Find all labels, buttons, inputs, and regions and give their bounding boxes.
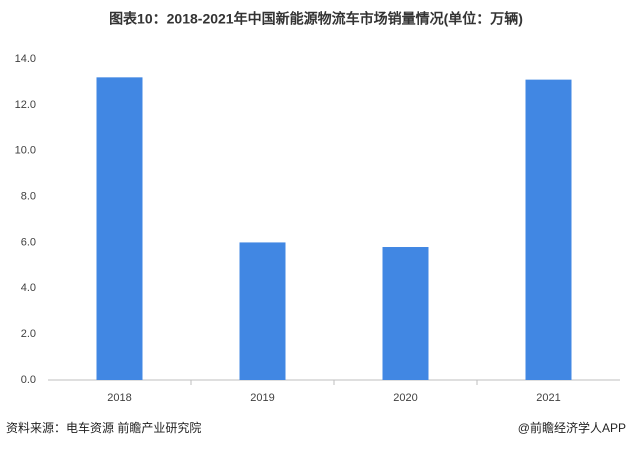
y-tick-label: 10.0 xyxy=(15,145,36,157)
x-tick-label: 2019 xyxy=(250,392,274,404)
y-tick-label: 12.0 xyxy=(15,99,36,111)
credit: @前瞻经济学人APP xyxy=(518,420,626,435)
x-tick-label: 2021 xyxy=(536,392,560,404)
y-tick-label: 2.0 xyxy=(21,328,36,340)
chart-title: 图表10：2018-2021年中国新能源物流车市场销量情况(单位：万辆) xyxy=(109,11,523,27)
bar xyxy=(525,79,572,380)
y-tick-label: 0.0 xyxy=(21,374,36,386)
bar xyxy=(239,242,286,380)
y-tick-label: 6.0 xyxy=(21,236,36,248)
bar xyxy=(382,247,429,380)
x-tick-label: 2018 xyxy=(107,392,131,404)
bar xyxy=(96,77,143,380)
x-tick-label: 2020 xyxy=(393,392,417,404)
y-tick-label: 8.0 xyxy=(21,190,36,202)
source: 资料来源：电车资源 前瞻产业研究院 xyxy=(6,420,201,435)
y-tick-label: 14.0 xyxy=(15,53,36,65)
y-tick-label: 4.0 xyxy=(21,282,36,294)
